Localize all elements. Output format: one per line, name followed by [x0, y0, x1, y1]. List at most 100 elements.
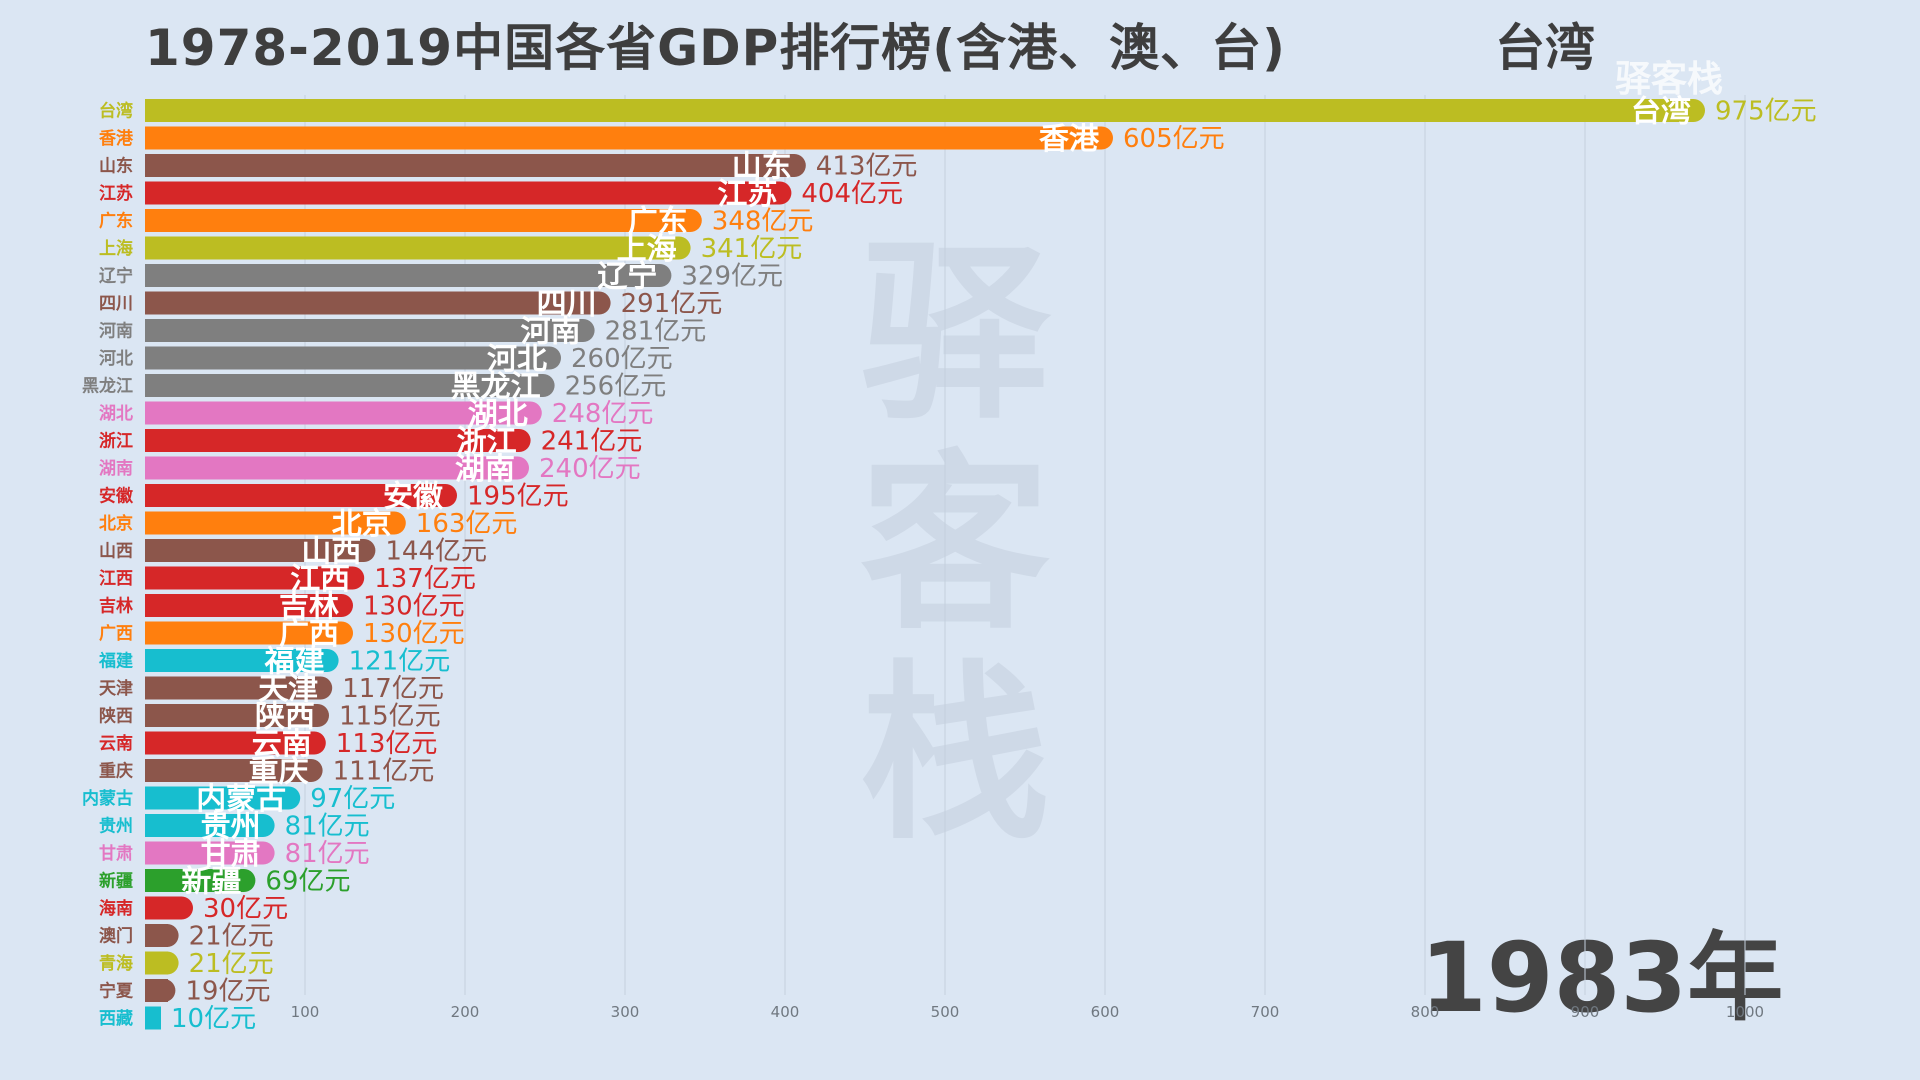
data-label: 21亿元 [189, 949, 274, 979]
y-tick-label: 安徽 [99, 486, 134, 507]
y-tick-label: 四川 [99, 294, 133, 314]
bar-left-cap [145, 429, 168, 452]
bar-left-cap [145, 979, 168, 1002]
bar-left-cap [145, 319, 168, 342]
bar-left-cap [145, 99, 168, 122]
y-tick-label: 吉林 [99, 596, 133, 617]
y-tick-label: 福建 [98, 651, 133, 672]
bar [145, 291, 611, 315]
bar-left-cap [145, 951, 168, 975]
y-tick-label: 山西 [99, 542, 133, 562]
bar-left-cap [145, 676, 168, 700]
y-tick-label: 澳门 [99, 926, 133, 947]
bar-left-cap [145, 896, 168, 920]
bar [145, 539, 376, 562]
y-tick-label: 河南 [99, 321, 133, 342]
y-tick-label: 北京 [99, 513, 133, 534]
y-tick-label: 甘肃 [99, 843, 133, 864]
data-label: 144亿元 [385, 537, 487, 567]
bar-left-cap [145, 126, 168, 150]
data-label: 605亿元 [1123, 124, 1225, 154]
data-label: 348亿元 [712, 207, 814, 237]
bar-name-label: 云南 [252, 727, 312, 762]
bar [145, 209, 702, 232]
bar-left-cap [145, 594, 168, 617]
y-tick-label: 香港 [99, 128, 134, 149]
data-label: 115亿元 [339, 702, 441, 732]
x-tick-label: 1000 [1726, 1003, 1764, 1021]
data-label: 281亿元 [605, 317, 707, 347]
y-tick-label: 西藏 [99, 1009, 133, 1029]
bar-name-label: 河南 [521, 315, 581, 350]
bar [145, 731, 326, 755]
data-label: 163亿元 [416, 509, 518, 539]
data-label: 117亿元 [342, 674, 444, 704]
bar [145, 759, 323, 782]
data-label: 241亿元 [541, 427, 643, 457]
data-label: 195亿元 [467, 482, 569, 512]
data-label: 21亿元 [189, 922, 274, 952]
data-label: 137亿元 [374, 564, 476, 594]
y-tick-label: 重庆 [99, 761, 133, 782]
y-tick-label: 天津 [99, 678, 133, 699]
data-label: 248亿元 [552, 399, 654, 429]
bar-left-cap [145, 621, 168, 645]
bar-name-label: 福建 [264, 645, 325, 680]
y-tick-label: 上海 [99, 238, 133, 259]
bar [145, 401, 542, 425]
data-label: 240亿元 [539, 454, 641, 484]
bar [145, 456, 529, 480]
data-label: 113亿元 [336, 729, 438, 759]
bar [145, 511, 406, 535]
bar-name-label: 辽宁 [597, 260, 657, 295]
bar-left-cap [145, 924, 168, 947]
leader-label: 台湾 [1495, 19, 1595, 77]
bar-name-label: 内蒙古 [196, 782, 286, 817]
bar [145, 649, 339, 672]
bar-name-label: 四川 [537, 287, 597, 322]
data-label: 291亿元 [621, 289, 723, 319]
bar-name-label: 甘肃 [201, 837, 261, 872]
bar-name-label: 新疆 [181, 865, 241, 900]
bar-left-cap [145, 264, 168, 287]
x-tick-label: 600 [1091, 1003, 1120, 1021]
bar [145, 869, 256, 892]
y-tick-label: 贵州 [99, 816, 133, 837]
x-tick-label: 200 [451, 1003, 480, 1021]
bar-left-cap [145, 1006, 161, 1030]
data-label: 260亿元 [571, 344, 673, 374]
bar-name-label: 重庆 [249, 755, 309, 790]
bar-left-cap [145, 346, 168, 370]
bar-left-cap [145, 869, 168, 892]
data-label: 30亿元 [203, 894, 288, 924]
data-label: 256亿元 [565, 372, 667, 402]
bar-name-label: 台湾 [1631, 95, 1691, 130]
y-tick-label: 湖南 [99, 458, 133, 479]
bar [145, 126, 1113, 150]
bar-name-label: 湖南 [455, 452, 515, 487]
y-tick-label: 陕西 [99, 706, 133, 727]
bar [145, 154, 806, 177]
data-label: 130亿元 [363, 592, 465, 622]
y-tick-label: 辽宁 [99, 266, 133, 287]
bar-left-cap [145, 236, 168, 260]
bar-name-label: 广东 [628, 205, 688, 240]
data-label: 413亿元 [816, 152, 918, 182]
y-tick-label: 台湾 [99, 101, 133, 122]
bar-left-cap [145, 731, 168, 755]
x-tick-label: 500 [931, 1003, 960, 1021]
y-tick-label: 浙江 [99, 431, 133, 452]
y-tick-label: 黑龙江 [82, 376, 133, 397]
y-tick-label: 湖北 [99, 404, 133, 424]
bar [145, 99, 1705, 122]
bar [145, 704, 329, 727]
bar-left-cap [145, 484, 168, 507]
bar-name-label: 陕西 [255, 700, 315, 735]
data-label: 19亿元 [185, 977, 270, 1007]
bar-left-cap [145, 539, 168, 562]
bar-left-cap [145, 456, 168, 480]
bar [145, 621, 353, 645]
bar [145, 841, 275, 865]
bar [145, 181, 792, 205]
